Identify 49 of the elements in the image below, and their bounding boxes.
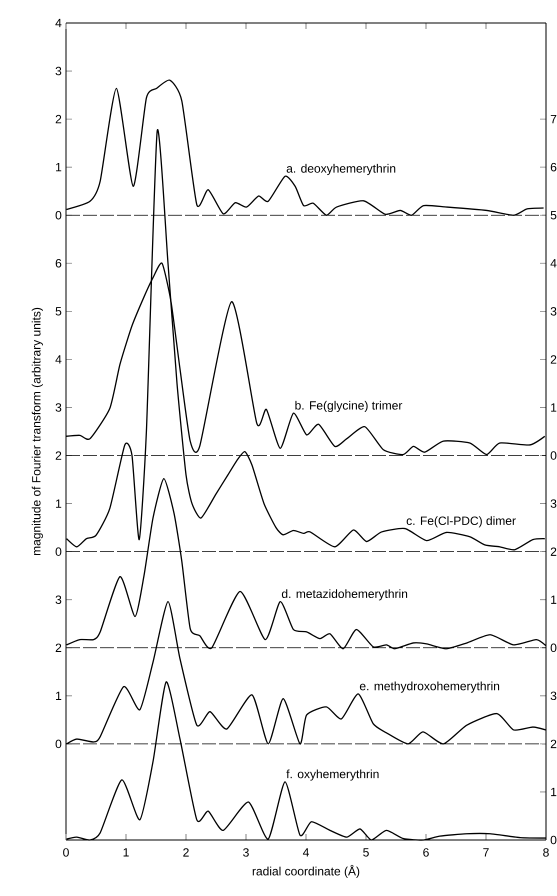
x-tick-label: 0 [63, 848, 69, 857]
x-tick-label: 7 [483, 848, 489, 856]
y-tick-label: 3 [56, 595, 62, 604]
y-tick-label: 1 [56, 692, 62, 700]
x-tick-label: 5 [363, 848, 369, 857]
y2-tick-label: 5 [550, 211, 556, 220]
y-tick-label: 0 [56, 210, 62, 220]
y2-tick-label: 4 [550, 259, 557, 268]
y2-tick-label: 1 [551, 788, 556, 796]
y-tick-label: 0 [56, 740, 62, 748]
annotation: d. metazidohemerythrin [282, 589, 408, 600]
y2-tick-label: 0 [550, 644, 556, 652]
y-tick-label: 3 [56, 66, 62, 76]
y2-tick-label: 2 [550, 547, 556, 556]
y-tick-label: 5 [56, 307, 62, 316]
annotation: b. Fe(glycine) trimer [295, 400, 402, 412]
x-axis-title: radial coordinate (Å) [252, 864, 360, 878]
annotation: a. deoxyhemerythrin [286, 164, 396, 176]
y2-tick-label: 7 [550, 114, 556, 124]
x-tick-label: 6 [423, 848, 429, 857]
x-tick-label: 4 [302, 848, 309, 856]
x-tick-label: 1 [124, 848, 129, 856]
y2-tick-label: 2 [550, 740, 556, 748]
y2-tick-label: 1 [551, 596, 556, 604]
annotation: f. oxyhemerythrin [286, 769, 379, 781]
x-tick-label: 3 [243, 848, 249, 857]
x-tick-label: 8 [543, 848, 549, 857]
y-tick-label: 2 [56, 644, 62, 652]
annotation: c. Fe(Cl-PDC) dimer [406, 516, 516, 528]
y-tick-label: 1 [56, 163, 62, 172]
y-tick-label: 6 [56, 259, 62, 268]
y-tick-label: 3 [56, 403, 62, 412]
y-tick-label: 2 [56, 451, 62, 460]
y2-tick-label: 1 [551, 403, 556, 412]
y2-tick-label: 2 [550, 355, 556, 364]
y2-tick-label: 3 [550, 307, 556, 316]
y-tick-label: 4 [55, 355, 62, 364]
annotation: e. methydroxohemerythrin [360, 682, 500, 693]
y-tick-label: 2 [56, 114, 62, 124]
y-tick-label: 1 [56, 499, 62, 508]
y2-tick-label: 0 [550, 451, 556, 460]
y-tick-label: 0 [56, 547, 62, 556]
y2-tick-label: 0 [550, 836, 556, 844]
x-tick-label: 2 [183, 848, 189, 857]
y2-tick-label: 3 [550, 499, 556, 508]
y2-tick-label: 3 [550, 692, 556, 700]
y-tick-label: 4 [55, 18, 62, 28]
y2-tick-label: 6 [550, 162, 556, 172]
y-axis-title: magnitude of Fourier transform (arbitrary units) [32, 308, 43, 556]
